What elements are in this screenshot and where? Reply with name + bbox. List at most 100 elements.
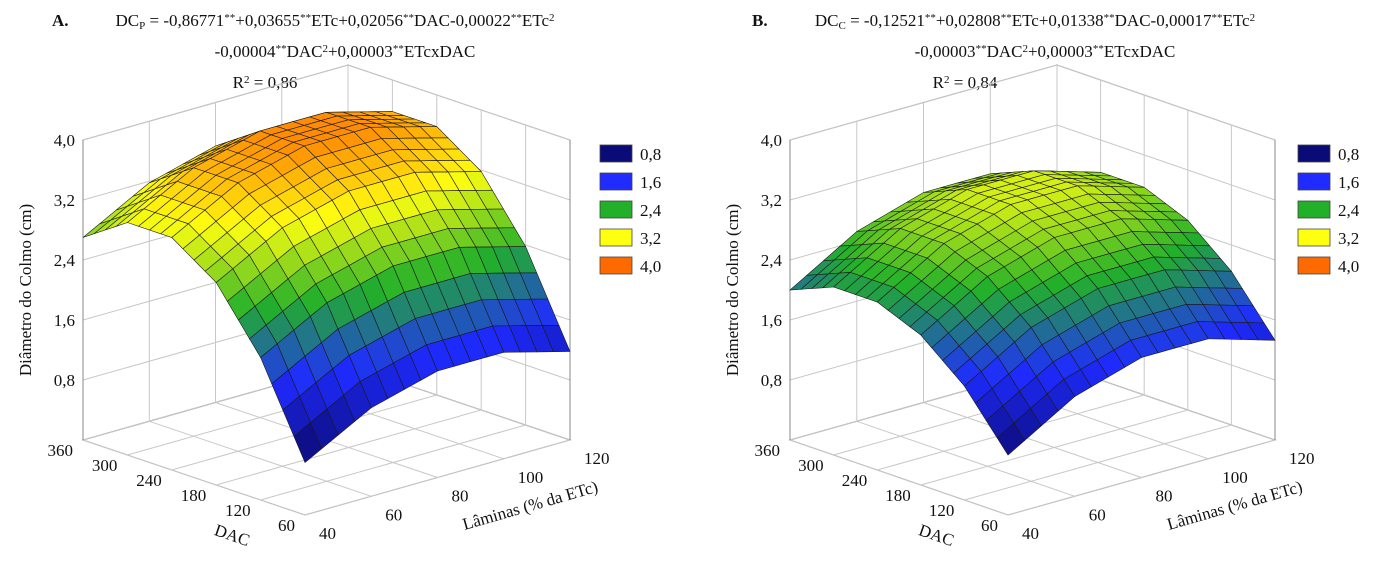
equation-part: DAC-0,00017 [1115, 11, 1212, 30]
y-tick-label: 300 [798, 456, 824, 475]
z-tick-label: 4,0 [54, 131, 75, 150]
equation-part: ** [276, 43, 287, 55]
z-tick-label: 2,4 [761, 251, 783, 270]
equation-part: -0,00004 [215, 42, 276, 61]
equation-line: -0,00004**DAC2+0,00003**ETcxDAC [215, 42, 476, 61]
equation-part: 2 [1250, 12, 1256, 24]
grid-line [789, 64, 1276, 141]
legend-label: 4,0 [640, 257, 661, 276]
legend-swatch [1297, 144, 1331, 163]
z-tick-label: 0,8 [761, 371, 782, 390]
y-tick-label: 60 [981, 516, 998, 535]
equation-part: ** [925, 12, 936, 24]
equation-part: +0,00003 [328, 42, 393, 61]
equation-part: 2 [1022, 43, 1028, 55]
equation-part: DAC [287, 42, 323, 61]
y-tick-label: 180 [181, 486, 207, 505]
grid-line [260, 125, 527, 501]
equation-part: ** [393, 43, 404, 55]
equation-part: 2 [244, 74, 250, 86]
panel-label: A. [52, 11, 69, 30]
equation-part: ETcxDAC [404, 42, 476, 61]
y-tick-label: 120 [929, 501, 955, 520]
equation-part: 2 [549, 12, 555, 24]
legend-swatch [599, 256, 633, 275]
x-tick-label: 60 [385, 505, 402, 524]
equation-part: 2 [322, 43, 328, 55]
equation-part: ** [403, 12, 414, 24]
x-tick-label: 60 [1089, 505, 1106, 524]
y-tick-label: 180 [885, 486, 911, 505]
x-tick-label: 100 [518, 468, 544, 487]
surface-patch [293, 422, 322, 463]
z-tick-label: 1,6 [761, 311, 782, 330]
equation-line: DCP = -0,86771**+0,03655**ETc+0,02056**D… [115, 11, 554, 32]
y-axis-label: DAC [212, 520, 252, 550]
equation-part: R [233, 73, 245, 92]
equation-part: +0,00003 [1028, 42, 1093, 61]
legend-label: 3,2 [640, 229, 661, 248]
equation-part: DAC [987, 42, 1023, 61]
legend-label: 1,6 [640, 173, 661, 192]
equation-part: +0,03655 [235, 11, 300, 30]
equation-line: -0,00003**DAC2+0,00003**ETcxDAC [915, 42, 1176, 61]
equation-part: -0,00003 [915, 42, 976, 61]
z-tick-label: 4,0 [761, 131, 782, 150]
legend-swatch [1297, 200, 1331, 219]
legend-swatch [599, 144, 633, 163]
equation-part: ETc [1222, 11, 1250, 30]
panel-label: B. [752, 11, 768, 30]
z-axis-label: Diâmetro do Colmo (cm) [723, 204, 742, 376]
legend-label: 0,8 [640, 145, 661, 164]
legend-swatch [1297, 228, 1331, 247]
equation-part: ** [1104, 12, 1115, 24]
equation-part: ** [224, 12, 235, 24]
equation-part: ** [1211, 12, 1222, 24]
y-axis-label: DAC [916, 520, 956, 550]
x-tick-label: 120 [1289, 449, 1315, 468]
z-tick-label: 3,2 [54, 191, 75, 210]
y-tick-label: 240 [842, 471, 868, 490]
equation-part: = 0,84 [950, 73, 998, 92]
equation-part: ETc+0,01338 [1012, 11, 1104, 30]
surface-patch [996, 422, 1026, 456]
equation-part: = 0,86 [250, 73, 298, 92]
equation-part: C [839, 20, 846, 32]
y-tick-label: 300 [92, 456, 118, 475]
grid-line [964, 125, 1232, 501]
legend-label: 1,6 [1338, 173, 1359, 192]
equation-part: +0,02808 [936, 11, 1001, 30]
z-tick-label: 2,4 [54, 251, 76, 270]
equation-part: ETc [522, 11, 550, 30]
equation-line: R2 = 0,84 [933, 73, 998, 92]
x-tick-label: 40 [1022, 524, 1039, 543]
z-tick-label: 0,8 [54, 371, 75, 390]
z-tick-label: 1,6 [54, 311, 75, 330]
legend-label: 3,2 [1338, 229, 1359, 248]
y-tick-label: 360 [48, 441, 74, 460]
equation-part: ** [511, 12, 522, 24]
legend-swatch [1297, 172, 1331, 191]
surface-chart: A. DCP = -0,86771**+0,03655**ETc+0,02056*… [16, 11, 662, 550]
equation-part: DC [815, 11, 839, 30]
grid-line [920, 110, 1189, 486]
equation-part: DAC-0,00022 [414, 11, 511, 30]
y-tick-label: 120 [225, 501, 251, 520]
x-tick-label: 80 [1156, 487, 1173, 506]
legend-swatch [599, 172, 633, 191]
equation-part: ETcxDAC [1104, 42, 1176, 61]
y-tick-label: 60 [278, 516, 295, 535]
equation-line: DCC = -0,12521**+0,02808**ETc+0,01338**D… [815, 11, 1255, 32]
equation-part: P [139, 20, 145, 32]
grid-line [82, 64, 571, 141]
x-tick-label: 40 [319, 524, 336, 543]
equation-part: = -0,86771 [145, 11, 224, 30]
y-tick-label: 360 [755, 441, 781, 460]
legend-swatch [599, 200, 633, 219]
legend-label: 0,8 [1338, 145, 1359, 164]
equation-part: R [933, 73, 945, 92]
grid-line [789, 124, 1276, 201]
legend-swatch [1297, 256, 1331, 275]
surface-chart: B. DCC = -0,12521**+0,02808**ETc+0,01338*… [723, 11, 1360, 550]
